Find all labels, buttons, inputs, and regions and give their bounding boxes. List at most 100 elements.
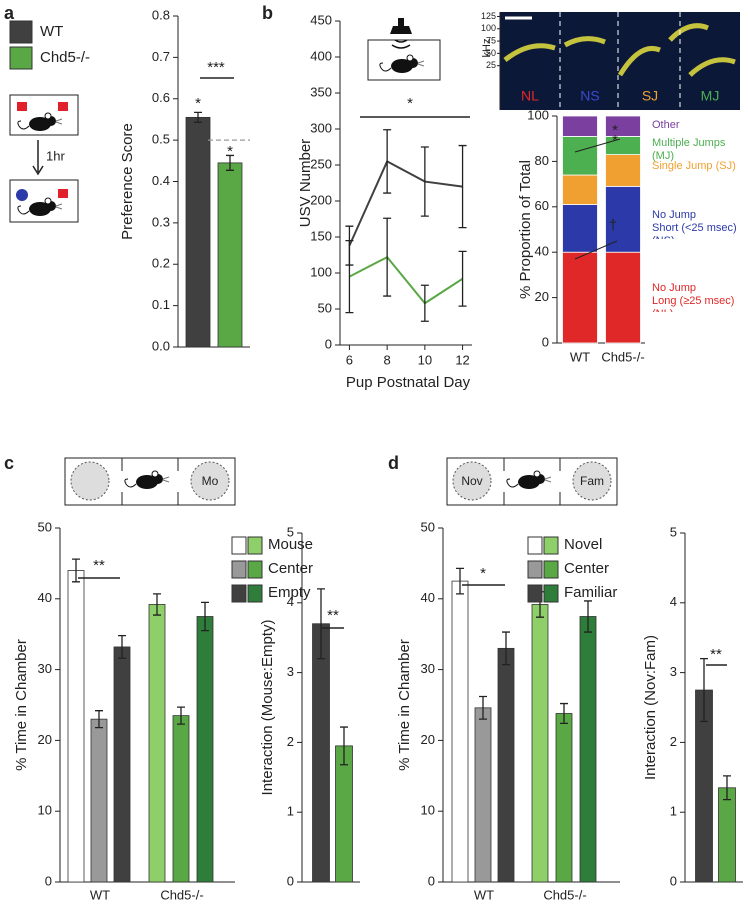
call-trace [563,36,606,48]
call-label: MJ [701,88,720,104]
y-axis-label: % Time in Chamber [396,639,413,771]
annotation-line [574,240,618,260]
y-tick-label: 75 [486,35,496,45]
y-tick-label: 20 [421,732,435,747]
x-tick-label: Chd5-/- [543,887,586,902]
error-bar [584,600,592,633]
legend-item: No Jump Short (<25 msec) (NS) [652,209,737,239]
annotation-line [574,138,621,153]
mouse-body [136,475,158,489]
y-tick-label: 5 [670,524,677,539]
y-tick-label: 20 [535,289,549,304]
y-tick-label: 100 [310,264,332,279]
bar [312,623,330,883]
x-tick-label: WT [90,887,110,902]
bar-segment [562,115,598,137]
cup [572,461,612,501]
cup [190,461,230,501]
call-label: NS [580,88,599,104]
y-axis-label: USV Number [297,139,314,227]
y-axis-label: kHz [481,39,493,58]
x-tick-label: 8 [384,352,391,367]
mouse-tail [379,62,392,72]
y-tick-label: 0.5 [152,132,170,147]
diagram-label: Nov [461,474,482,488]
y-tick-label: 40 [421,590,435,605]
y-tick-label: 100 [481,23,496,33]
object [17,102,27,111]
legend-swatch [247,584,263,603]
legend-label: Single Jump (SJ) [652,160,736,172]
bar [579,616,597,883]
panel-letter: c [4,453,14,473]
legend-swatch [543,536,559,555]
mouse-tail [17,120,30,130]
y-tick-label: 100 [527,107,549,122]
mouse-ear [44,112,52,120]
x-tick-label: Chd5-/- [601,349,644,364]
y-axis-label: Preference Score [119,123,136,240]
legend-label: Familiar [564,584,617,601]
annotation: *** [207,59,225,76]
error-bar [700,657,708,723]
x-tick-label: Chd5-/- [160,887,203,902]
legend-swatch [527,560,543,579]
annotation: * [480,565,486,582]
call-trace [617,46,661,77]
error-bar [340,726,348,766]
legend-item: Multiple Jumps (MJ) [652,137,726,162]
y-axis-label: % Time in Chamber [13,639,30,771]
error-bar [383,217,392,297]
bar [90,718,108,883]
mouse-whiskers [55,118,63,125]
error-bar [317,588,325,660]
error-bar [560,702,568,725]
y-tick-label: 2 [670,734,677,749]
legend-label: Novel [564,536,602,553]
annotation: † [609,217,617,234]
arena [9,179,79,223]
annotation: ** [327,607,339,624]
error-bar [479,695,487,720]
legend-swatch [527,536,543,555]
legend-label: Multiple Jumps (MJ) [652,137,726,162]
y-axis-label: Interaction (Mouse:Empty) [259,620,276,796]
object [16,189,28,201]
y-tick-label: 50 [38,519,52,534]
y-tick-label: 40 [535,244,549,259]
bar-segment [562,204,598,253]
annotation: * [227,143,233,160]
y-tick-label: 0.1 [152,297,170,312]
y-tick-label: 125 [481,11,496,21]
legend-swatch [543,584,559,603]
error-bar [458,144,467,229]
legend-item: Other [652,119,680,131]
bar [718,787,736,883]
y-tick-label: 3 [670,664,677,679]
sound-waves [391,39,411,49]
mouse-whiskers [162,476,170,483]
y-tick-label: 0 [287,873,294,888]
x-tick-label: 6 [346,352,353,367]
bar [185,116,211,348]
x-axis-label: Pup Postnatal Day [346,374,471,391]
y-tick-label: 30 [421,661,435,676]
legend-label: Empty [268,584,311,601]
cup [452,461,492,501]
arrow [32,140,44,176]
bar-segment [562,251,598,344]
y-tick-label: 0 [542,334,549,349]
y-tick-label: 4 [670,594,677,609]
mouse-body [391,59,413,73]
y-tick-label: 80 [535,153,549,168]
bar [555,713,573,883]
y-tick-label: 450 [310,12,332,27]
y-tick-label: 0.6 [152,90,170,105]
annotation: ** [710,646,722,663]
y-tick-label: 0 [670,873,677,888]
error-bar [345,239,354,314]
mouse-tail [17,205,30,215]
y-tick-label: 4 [287,594,294,609]
legend-label: Center [564,560,609,577]
error-bar [177,706,185,725]
